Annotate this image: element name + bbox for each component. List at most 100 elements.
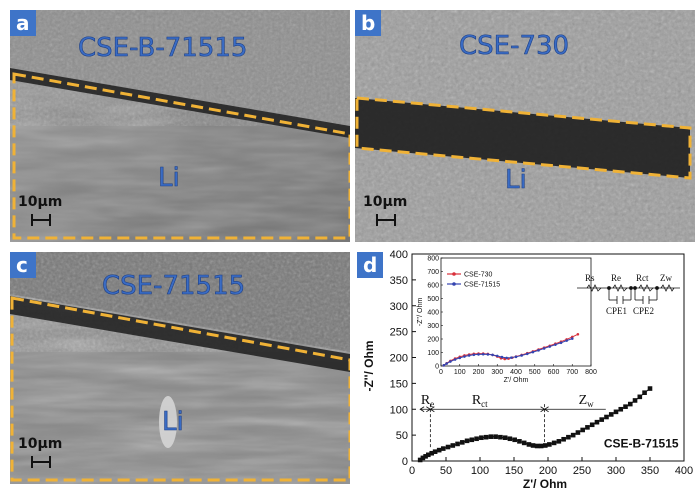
data-point bbox=[542, 443, 548, 448]
data-point bbox=[551, 440, 557, 446]
inset-data-point bbox=[548, 345, 552, 348]
x-tick-label: 400 bbox=[675, 465, 693, 477]
y-tick-label: 350 bbox=[390, 275, 408, 287]
inset-data-point bbox=[445, 362, 448, 365]
eis-chart-panel: d -Z''/ Ohm Z'/ Ohm 0 50 100 150 200 250 300 35… bbox=[355, 248, 700, 494]
data-point bbox=[627, 401, 633, 407]
data-point bbox=[417, 457, 423, 463]
data-point bbox=[561, 436, 566, 442]
inset-x-tick-label: 100 bbox=[454, 369, 466, 376]
data-point bbox=[632, 398, 638, 403]
inset-data-point bbox=[467, 354, 471, 357]
y-tick-label: 250 bbox=[390, 327, 408, 339]
inset-x-tick-label: 500 bbox=[529, 369, 541, 376]
inset-y-tick-label: 800 bbox=[427, 256, 439, 263]
inset-y-tick-label: 100 bbox=[427, 350, 439, 357]
legend-marker bbox=[452, 272, 456, 276]
x-tick-label: 100 bbox=[471, 465, 489, 477]
circuit-label-cpe1: CPE1 bbox=[606, 306, 627, 316]
data-point bbox=[604, 414, 609, 420]
data-point bbox=[547, 442, 552, 447]
data-point bbox=[498, 434, 503, 440]
scale-bar-c bbox=[31, 456, 51, 468]
sem-panel-c: c CSE-71515 Li 10μm bbox=[10, 252, 350, 484]
data-point bbox=[599, 417, 605, 422]
inset-data-point bbox=[453, 358, 457, 361]
circuit-label-rct: Rct bbox=[636, 273, 649, 283]
inset-y-tick-label: 500 bbox=[427, 296, 439, 303]
inset-data-point bbox=[463, 355, 466, 358]
data-point bbox=[623, 404, 628, 409]
sem-title-a: CSE-B-71515 bbox=[78, 33, 247, 63]
inset-data-point bbox=[449, 360, 452, 363]
inset-data-point bbox=[505, 356, 508, 360]
circuit-label-cpe2: CPE2 bbox=[633, 306, 654, 316]
data-point bbox=[521, 440, 527, 446]
data-point bbox=[647, 386, 653, 391]
y-tick-label: 0 bbox=[402, 456, 408, 468]
zw-label: Zw bbox=[579, 393, 595, 409]
y-tick-label: 50 bbox=[396, 430, 408, 442]
data-point bbox=[432, 449, 438, 454]
panel-label-b: b bbox=[361, 11, 375, 35]
inset-data-point bbox=[542, 347, 546, 350]
x-tick-label: 200 bbox=[539, 465, 557, 477]
inset-x-axis-label: Z'/ Ohm bbox=[504, 377, 529, 384]
data-point bbox=[530, 443, 536, 448]
data-point bbox=[436, 447, 442, 453]
re-label: Re bbox=[421, 393, 434, 409]
inset-data-point bbox=[531, 350, 535, 354]
x-tick-label: 300 bbox=[607, 465, 625, 477]
data-point bbox=[420, 455, 426, 461]
x-tick-label: 250 bbox=[573, 465, 591, 477]
scale-text-a: 10μm bbox=[18, 194, 62, 210]
inset-data-point bbox=[510, 356, 513, 359]
scale-bar-a bbox=[31, 214, 51, 226]
data-point bbox=[474, 436, 479, 442]
inset-data-point bbox=[565, 339, 568, 342]
data-point bbox=[488, 434, 494, 439]
data-point bbox=[566, 434, 571, 440]
inset-x-tick-label: 0 bbox=[439, 369, 443, 376]
data-point bbox=[445, 444, 451, 450]
data-point bbox=[464, 438, 470, 444]
inset-y-axis-label: -Z''/ Ohm bbox=[417, 298, 424, 327]
inset-x-tick-label: 300 bbox=[491, 369, 503, 376]
inset-data-point bbox=[481, 352, 485, 356]
inset-x-tick-label: 600 bbox=[548, 369, 560, 376]
data-point bbox=[460, 440, 465, 445]
y-tick-label: 100 bbox=[390, 404, 408, 416]
panel-label-c: c bbox=[16, 253, 28, 277]
region-markers: Re Rct Zw bbox=[420, 393, 606, 449]
data-point bbox=[570, 432, 576, 438]
inset-data-point bbox=[514, 355, 518, 359]
inset-data-point bbox=[559, 341, 563, 345]
y-tick-label: 150 bbox=[390, 378, 408, 390]
inset-data-point bbox=[520, 354, 523, 357]
sample-label: CSE-B-71515 bbox=[604, 437, 679, 451]
legend-marker bbox=[452, 282, 456, 286]
inset-data-point bbox=[486, 353, 490, 356]
inset-frame bbox=[440, 257, 592, 367]
inset-data-point bbox=[442, 364, 446, 367]
inset-data-point bbox=[525, 352, 529, 356]
inset-y-tick-label: 200 bbox=[427, 337, 439, 344]
inset-y-tick-label: 300 bbox=[427, 323, 439, 330]
electrolyte-region-outline-b bbox=[355, 96, 692, 180]
data-point bbox=[512, 437, 517, 443]
region-arrowhead bbox=[429, 406, 435, 413]
x-tick-label: 350 bbox=[641, 465, 659, 477]
data-point bbox=[642, 390, 647, 395]
y-tick-label: 300 bbox=[390, 301, 408, 313]
inset-ticks: 0 100 200 300 400 500 600 700 800 0 100 200 300 400 50… bbox=[427, 256, 597, 377]
inset-data-point bbox=[554, 343, 557, 346]
inset-data-point bbox=[570, 337, 574, 340]
circuit-label-re: Re bbox=[611, 273, 621, 283]
sem-panel-a: a CSE-B-71515 Li 10μm bbox=[10, 10, 350, 242]
sem-title-c: CSE-71515 bbox=[102, 271, 245, 301]
y-axis-label: -Z''/ Ohm bbox=[362, 340, 376, 391]
inset-y-tick-label: 400 bbox=[427, 310, 439, 317]
rct-label: Rct bbox=[472, 393, 488, 409]
x-tick-label: 50 bbox=[440, 465, 452, 477]
legend-label: CSE-71515 bbox=[464, 282, 500, 289]
